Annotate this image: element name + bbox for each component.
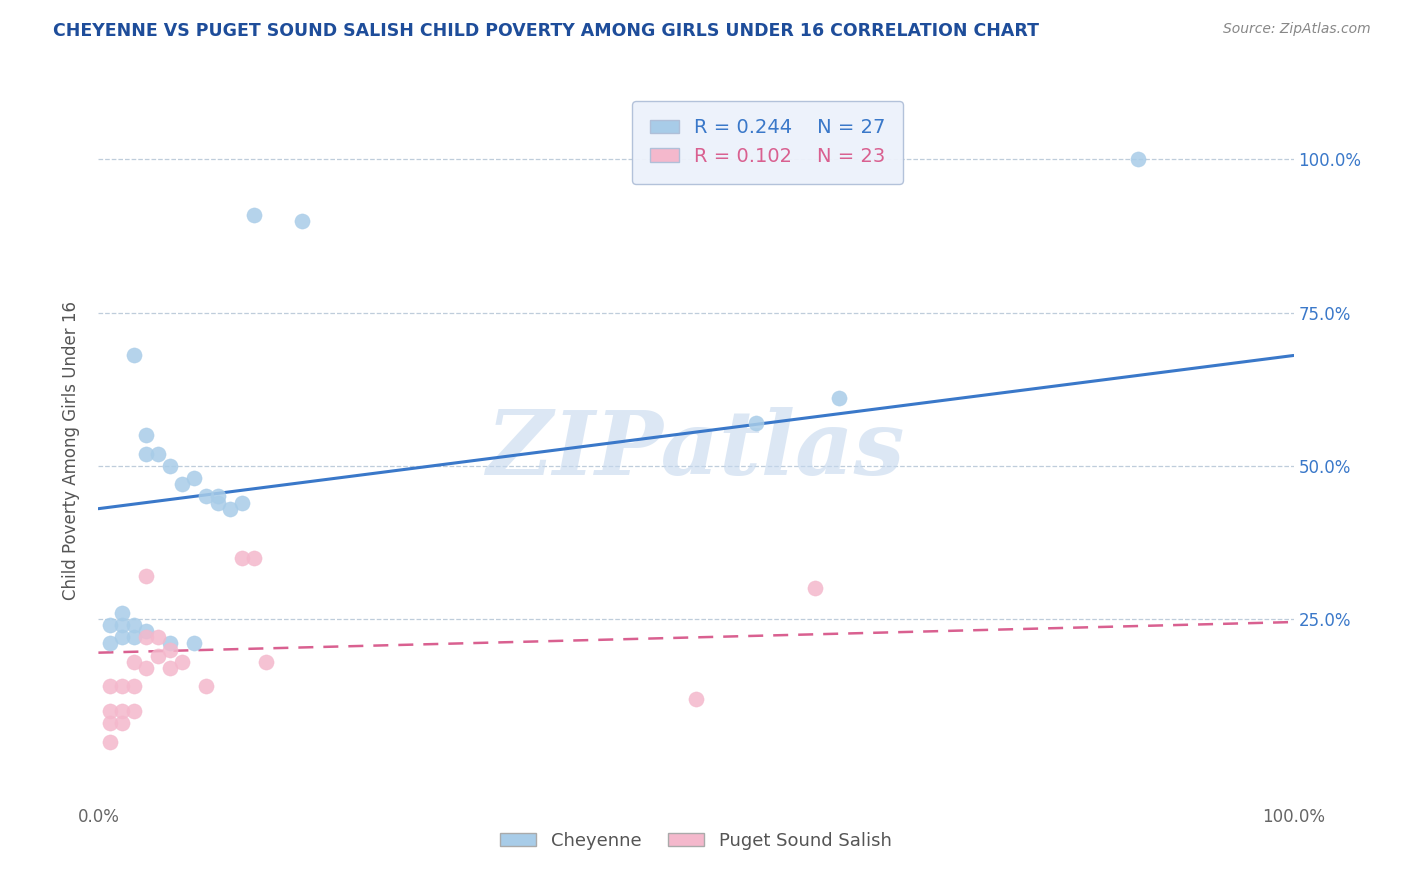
Legend: Cheyenne, Puget Sound Salish: Cheyenne, Puget Sound Salish <box>494 825 898 857</box>
Point <box>124 679 146 693</box>
Point <box>172 655 194 669</box>
Point <box>254 655 277 669</box>
Point <box>98 679 122 693</box>
Point <box>183 636 205 650</box>
Point <box>159 458 181 473</box>
Point <box>98 704 122 718</box>
Point <box>124 618 146 632</box>
Point <box>219 501 242 516</box>
Point <box>98 716 122 731</box>
Point <box>231 495 253 509</box>
Point <box>172 477 194 491</box>
Point <box>98 636 122 650</box>
Point <box>159 642 181 657</box>
Point <box>124 655 146 669</box>
Point <box>745 416 768 430</box>
Point <box>243 550 266 565</box>
Point <box>98 618 122 632</box>
Point <box>804 582 827 596</box>
Point <box>243 208 266 222</box>
Point <box>124 631 146 645</box>
Point <box>135 569 157 583</box>
Point <box>111 618 134 632</box>
Point <box>148 648 170 663</box>
Text: ZIPatlas: ZIPatlas <box>488 408 904 493</box>
Point <box>1128 153 1150 167</box>
Y-axis label: Child Poverty Among Girls Under 16: Child Poverty Among Girls Under 16 <box>62 301 80 600</box>
Point <box>135 446 157 460</box>
Point <box>148 446 170 460</box>
Point <box>124 704 146 718</box>
Point <box>207 490 229 504</box>
Point <box>135 661 157 675</box>
Point <box>98 734 122 748</box>
Point <box>231 550 253 565</box>
Point <box>195 679 218 693</box>
Point <box>828 392 851 406</box>
Point <box>111 631 134 645</box>
Text: Source: ZipAtlas.com: Source: ZipAtlas.com <box>1223 22 1371 37</box>
Point <box>207 495 229 509</box>
Point <box>159 636 181 650</box>
Point <box>111 679 134 693</box>
Point <box>135 631 157 645</box>
Point <box>111 704 134 718</box>
Point <box>111 716 134 731</box>
Point <box>291 213 314 227</box>
Point <box>124 349 146 363</box>
Point <box>685 691 707 706</box>
Point <box>159 661 181 675</box>
Point <box>135 428 157 442</box>
Point <box>135 624 157 639</box>
Point <box>111 606 134 620</box>
Point <box>183 471 205 485</box>
Point <box>148 631 170 645</box>
Point <box>195 490 218 504</box>
Text: CHEYENNE VS PUGET SOUND SALISH CHILD POVERTY AMONG GIRLS UNDER 16 CORRELATION CH: CHEYENNE VS PUGET SOUND SALISH CHILD POV… <box>53 22 1039 40</box>
